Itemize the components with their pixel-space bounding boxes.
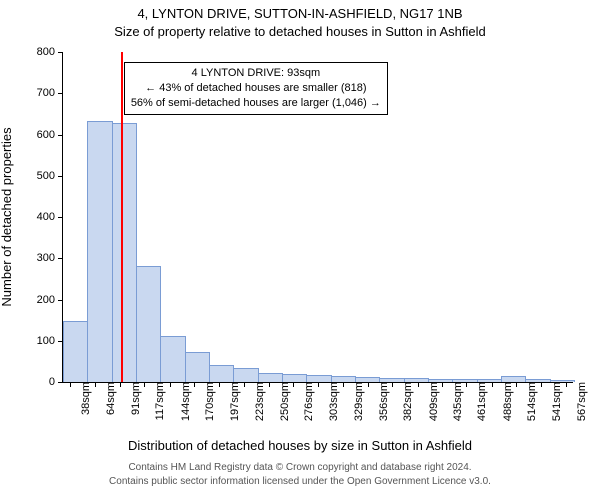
- x-tick: [293, 382, 294, 387]
- y-tick-label: 0: [49, 376, 63, 388]
- histogram-bar: [306, 375, 331, 382]
- x-tick-label: 117sqm: [148, 382, 166, 420]
- x-tick: [418, 382, 419, 387]
- histogram-bar: [258, 373, 283, 382]
- chart-subtitle: Size of property relative to detached ho…: [0, 24, 600, 39]
- histogram-bar: [379, 378, 404, 382]
- histogram-bar: [136, 266, 161, 383]
- x-tick-label: 250sqm: [273, 382, 291, 421]
- x-tick-label: 329sqm: [347, 382, 365, 421]
- histogram-bar: [185, 352, 210, 382]
- x-tick-label: 223sqm: [248, 382, 266, 421]
- x-tick: [194, 382, 195, 387]
- histogram-bar: [355, 377, 380, 382]
- x-tick-label: 303sqm: [322, 382, 340, 421]
- x-tick: [368, 382, 369, 387]
- property-size-histogram: 4, LYNTON DRIVE, SUTTON-IN-ASHFIELD, NG1…: [0, 0, 600, 500]
- x-tick: [219, 382, 220, 387]
- histogram-bar: [112, 123, 137, 382]
- x-tick: [70, 382, 71, 387]
- x-tick-label: 541sqm: [545, 382, 563, 421]
- histogram-bar: [63, 321, 88, 382]
- histogram-bar: [428, 379, 453, 382]
- x-tick: [144, 382, 145, 387]
- x-tick: [492, 382, 493, 387]
- y-tick-label: 500: [37, 170, 63, 182]
- histogram-bar: [87, 121, 112, 382]
- chart-title-address: 4, LYNTON DRIVE, SUTTON-IN-ASHFIELD, NG1…: [0, 6, 600, 21]
- y-tick-label: 600: [37, 129, 63, 141]
- x-tick-label: 488sqm: [496, 382, 514, 421]
- x-tick: [541, 382, 542, 387]
- annotation-line-3: 56% of semi-detached houses are larger (…: [131, 96, 381, 111]
- histogram-bar: [525, 379, 550, 382]
- histogram-bar: [404, 378, 429, 382]
- x-tick: [95, 382, 96, 387]
- histogram-bar: [550, 380, 575, 382]
- x-tick-label: 409sqm: [422, 382, 440, 421]
- annotation-line-2: ← 43% of detached houses are smaller (81…: [131, 81, 381, 96]
- x-tick-label: 514sqm: [520, 382, 538, 421]
- x-tick-label: 170sqm: [198, 382, 216, 421]
- y-axis-label: Number of detached properties: [0, 127, 14, 306]
- x-tick-label: 461sqm: [470, 382, 488, 421]
- x-tick: [120, 382, 121, 387]
- y-tick-label: 200: [37, 294, 63, 306]
- x-tick: [170, 382, 171, 387]
- y-tick-label: 800: [37, 46, 63, 58]
- credits-line-1: Contains HM Land Registry data © Crown c…: [0, 462, 600, 473]
- x-tick-label: 382sqm: [396, 382, 414, 421]
- x-tick-label: 38sqm: [74, 382, 92, 415]
- x-tick: [244, 382, 245, 387]
- x-tick: [566, 382, 567, 387]
- x-tick: [466, 382, 467, 387]
- histogram-bar: [233, 368, 258, 382]
- annotation-line-1: 4 LYNTON DRIVE: 93sqm: [131, 66, 381, 81]
- histogram-bar: [452, 379, 477, 382]
- x-tick-label: 64sqm: [99, 382, 117, 415]
- x-tick-label: 356sqm: [372, 382, 390, 421]
- x-tick-label: 144sqm: [174, 382, 192, 421]
- histogram-bar: [160, 336, 185, 382]
- histogram-bar: [282, 374, 307, 382]
- x-tick: [442, 382, 443, 387]
- plot-area: 010020030040050060070080038sqm64sqm91sqm…: [62, 52, 573, 383]
- x-tick-label: 91sqm: [124, 382, 142, 415]
- x-tick-label: 435sqm: [446, 382, 464, 421]
- x-axis-label: Distribution of detached houses by size …: [0, 438, 600, 453]
- histogram-bar: [331, 376, 356, 382]
- y-tick-label: 400: [37, 211, 63, 223]
- x-tick: [269, 382, 270, 387]
- x-tick-label: 276sqm: [297, 382, 315, 421]
- histogram-bar: [477, 379, 502, 382]
- x-tick-label: 197sqm: [223, 382, 241, 421]
- credits-line-2: Contains public sector information licen…: [0, 476, 600, 487]
- annotation-box: 4 LYNTON DRIVE: 93sqm← 43% of detached h…: [124, 62, 388, 115]
- y-tick-label: 100: [37, 335, 63, 347]
- y-tick-label: 700: [37, 87, 63, 99]
- x-tick: [343, 382, 344, 387]
- histogram-bar: [209, 365, 234, 383]
- x-tick: [392, 382, 393, 387]
- x-tick: [516, 382, 517, 387]
- x-tick: [318, 382, 319, 387]
- x-tick-label: 567sqm: [570, 382, 588, 421]
- histogram-bar: [501, 376, 526, 382]
- property-marker-line: [121, 52, 123, 382]
- y-tick-label: 300: [37, 252, 63, 264]
